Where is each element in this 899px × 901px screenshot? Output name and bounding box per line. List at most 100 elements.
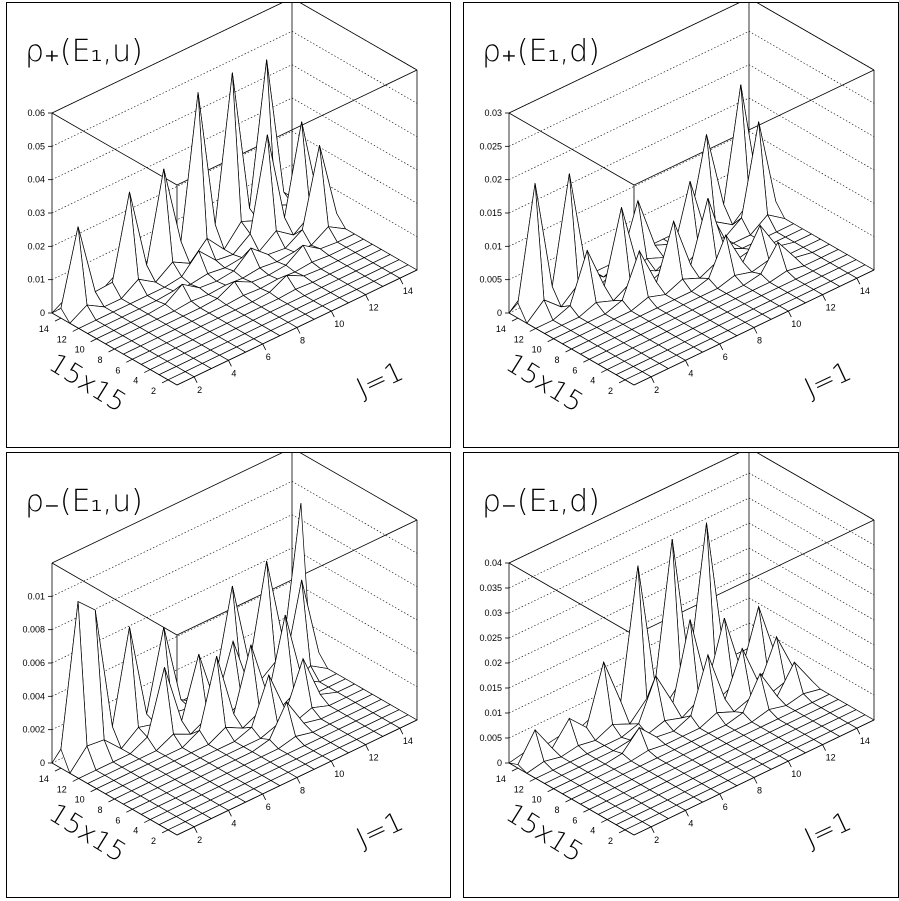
z-gridline bbox=[508, 97, 875, 214]
y-tick-label: 14 bbox=[496, 774, 506, 784]
y-tick-label: 14 bbox=[496, 324, 506, 334]
z-gridline bbox=[508, 522, 875, 639]
surface-cell bbox=[111, 626, 139, 750]
z-gridline bbox=[51, 547, 418, 664]
z-tick-label: 0.004 bbox=[22, 691, 45, 701]
box-edge bbox=[508, 562, 635, 636]
y-tick-label: 2 bbox=[151, 386, 156, 396]
y-tick bbox=[529, 328, 536, 332]
y-tick-label: 6 bbox=[572, 815, 577, 825]
x-axis-label: J=1 bbox=[800, 806, 856, 854]
y-tick-label: 8 bbox=[97, 805, 102, 815]
z-tick-label: 0.03 bbox=[27, 208, 45, 218]
z-tick-label: 0.03 bbox=[484, 608, 502, 618]
z-gridline bbox=[508, 472, 875, 589]
x-tick bbox=[262, 343, 267, 351]
z-gridline bbox=[508, 130, 875, 247]
y-tick-label: 4 bbox=[133, 376, 138, 386]
surface-cell bbox=[551, 173, 579, 308]
chart-title: ρ₋(E₁,u) bbox=[25, 484, 143, 519]
y-tick-label: 12 bbox=[514, 784, 524, 794]
z-gridline bbox=[508, 497, 875, 614]
z-gridline bbox=[508, 572, 875, 689]
z-gridline bbox=[508, 30, 875, 147]
z-tick-label: 0.04 bbox=[484, 558, 502, 568]
x-tick bbox=[296, 327, 301, 334]
surface-cell bbox=[146, 168, 174, 283]
x-tick-label: 6 bbox=[723, 352, 728, 362]
z-tick-label: 0.03 bbox=[484, 108, 502, 118]
x-tick-label: 12 bbox=[369, 303, 379, 313]
z-tick-label: 0.035 bbox=[479, 583, 502, 593]
y-tick-label: 10 bbox=[532, 795, 542, 805]
surface-cell bbox=[517, 183, 545, 324]
z-tick-label: 0.002 bbox=[22, 725, 45, 735]
x-tick-label: 12 bbox=[369, 753, 379, 763]
z-tick-label: 0.006 bbox=[22, 658, 45, 668]
z-tick-label: 0 bbox=[497, 758, 502, 768]
z-tick-label: 0.015 bbox=[479, 683, 502, 693]
z-gridline bbox=[51, 3, 418, 114]
x-axis-label: J=1 bbox=[352, 356, 408, 404]
x-tick bbox=[650, 826, 655, 833]
surface-plot-rho-plus-d: ρ₊(E₁,d) 0 0.005 0.01 0.015 0.02 0.025 0.03 2 4 6 8… bbox=[479, 3, 875, 419]
y-tick-label: 6 bbox=[572, 365, 577, 375]
box-edge bbox=[299, 453, 418, 521]
y-tick bbox=[90, 788, 97, 793]
z-tick-label: 0.05 bbox=[27, 141, 45, 151]
z-tick-label: 0.01 bbox=[27, 591, 45, 601]
box-edge bbox=[176, 69, 418, 186]
surface-cell bbox=[214, 72, 242, 251]
surface-cell bbox=[620, 565, 648, 725]
x-tick bbox=[685, 810, 689, 817]
x-tick-label: 8 bbox=[300, 786, 305, 796]
y-tick-label: 4 bbox=[590, 376, 595, 386]
y-tick bbox=[54, 317, 62, 322]
y-tick-label: 10 bbox=[75, 795, 85, 805]
x-tick bbox=[787, 310, 792, 318]
z-gridline bbox=[508, 547, 875, 664]
y-axis-label: 15x15 bbox=[500, 348, 588, 419]
y-tick bbox=[529, 778, 536, 782]
y-tick bbox=[54, 767, 62, 772]
x-tick-label: 10 bbox=[334, 769, 344, 779]
x-tick-label: 2 bbox=[654, 385, 659, 395]
x-axis-label: J=1 bbox=[800, 356, 856, 404]
y-tick-label: 2 bbox=[608, 836, 613, 846]
surface-plot-rho-minus-u: ρ₋(E₁,u)00.0020.0040.0060.0080.012468101… bbox=[22, 453, 418, 869]
chart-title: ρ₋(E₁,d) bbox=[482, 484, 600, 519]
y-tick bbox=[126, 358, 133, 363]
y-tick-label: 14 bbox=[39, 774, 49, 784]
y-tick-label: 14 bbox=[39, 324, 49, 334]
y-tick bbox=[126, 808, 133, 813]
z-tick-label: 0.02 bbox=[484, 658, 502, 668]
x-tick bbox=[856, 278, 861, 285]
z-gridline bbox=[51, 30, 418, 147]
x-tick bbox=[787, 760, 792, 768]
plot-panel-rho-minus-d: ρ₋(E₁,d) 0 0.005 0.01 0.015 0.02 0.025 0.03 0.03… bbox=[463, 452, 899, 898]
z-tick-label: 0.005 bbox=[479, 275, 502, 285]
y-tick bbox=[161, 379, 169, 384]
y-tick bbox=[547, 788, 554, 793]
x-tick-label: 4 bbox=[231, 818, 236, 828]
y-axis-label: 15x15 bbox=[43, 348, 131, 419]
y-tick bbox=[161, 829, 169, 834]
x-tick bbox=[399, 728, 404, 735]
y-tick-label: 12 bbox=[57, 784, 67, 794]
y-tick bbox=[72, 328, 79, 332]
y-tick bbox=[583, 358, 590, 363]
y-tick bbox=[511, 767, 519, 772]
x-tick bbox=[330, 310, 335, 318]
x-tick-label: 14 bbox=[403, 736, 413, 746]
x-tick-label: 10 bbox=[334, 319, 344, 329]
z-tick-label: 0.01 bbox=[484, 708, 502, 718]
x-tick bbox=[228, 360, 232, 367]
z-gridline bbox=[51, 480, 418, 597]
x-tick-label: 14 bbox=[403, 286, 413, 296]
z-gridline bbox=[508, 622, 875, 739]
z-tick-label: 0.025 bbox=[479, 633, 502, 643]
x-tick bbox=[856, 728, 861, 735]
y-tick-label: 8 bbox=[554, 805, 559, 815]
x-tick bbox=[822, 744, 826, 751]
y-axis-label: 15x15 bbox=[43, 798, 131, 869]
